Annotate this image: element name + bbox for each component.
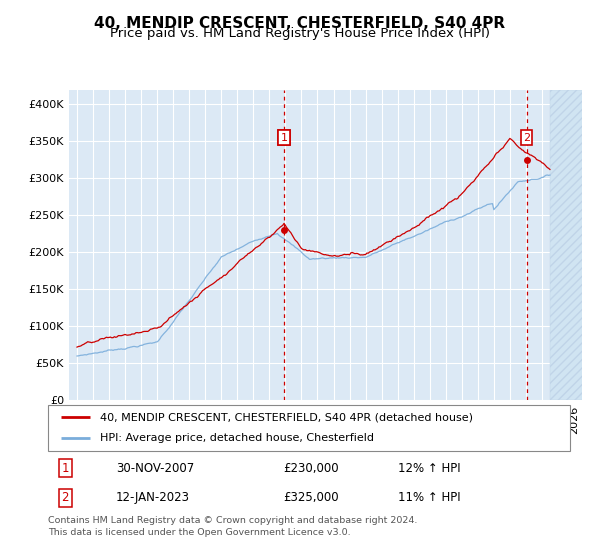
Text: 11% ↑ HPI: 11% ↑ HPI (398, 491, 460, 504)
Text: 12% ↑ HPI: 12% ↑ HPI (398, 462, 460, 475)
Text: Contains HM Land Registry data © Crown copyright and database right 2024.
This d: Contains HM Land Registry data © Crown c… (48, 516, 418, 537)
Text: 1: 1 (281, 133, 287, 143)
Text: 12-JAN-2023: 12-JAN-2023 (116, 491, 190, 504)
Text: 2: 2 (523, 133, 530, 143)
Text: 1: 1 (61, 462, 69, 475)
Text: £325,000: £325,000 (283, 491, 338, 504)
Bar (550, 90, 598, 400)
Text: £230,000: £230,000 (283, 462, 338, 475)
Text: 40, MENDIP CRESCENT, CHESTERFIELD, S40 4PR (detached house): 40, MENDIP CRESCENT, CHESTERFIELD, S40 4… (100, 412, 473, 422)
Text: HPI: Average price, detached house, Chesterfield: HPI: Average price, detached house, Ches… (100, 433, 374, 444)
FancyBboxPatch shape (48, 405, 570, 451)
Text: 2: 2 (61, 491, 69, 504)
Text: 30-NOV-2007: 30-NOV-2007 (116, 462, 194, 475)
Text: 1: 1 (281, 133, 287, 143)
Text: 40, MENDIP CRESCENT, CHESTERFIELD, S40 4PR: 40, MENDIP CRESCENT, CHESTERFIELD, S40 4… (94, 16, 506, 31)
Text: Price paid vs. HM Land Registry's House Price Index (HPI): Price paid vs. HM Land Registry's House … (110, 27, 490, 40)
